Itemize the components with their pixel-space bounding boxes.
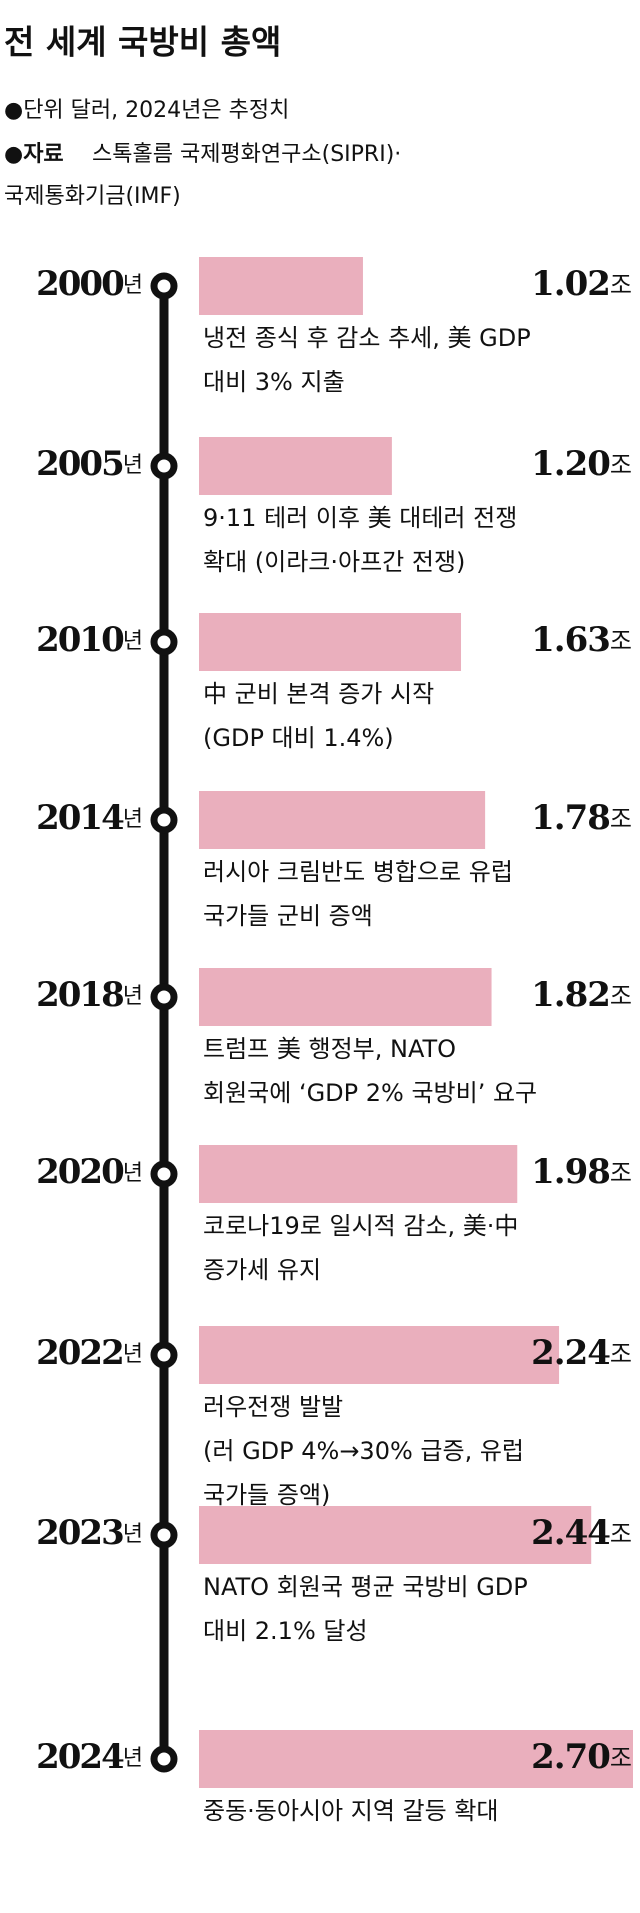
year-label: 2023년 — [36, 1513, 143, 1553]
chart-title: 전 세계 국방비 총액 — [4, 23, 281, 62]
note: 러시아 크림반도 병합으로 유럽 — [203, 858, 513, 886]
year-label: 2014년 — [36, 798, 143, 838]
timeline-dot — [150, 1341, 178, 1369]
timeline-dot — [150, 452, 178, 480]
unit-note: ●단위 달러, 2024년은 추정치 — [4, 98, 289, 123]
note: 9·11 테러 이후 美 대테러 전쟁 — [203, 504, 517, 532]
note: 국가들 증액) — [203, 1481, 330, 1509]
note: 트럼프 美 행정부, NATO — [203, 1035, 456, 1063]
note: 中 군비 본격 증가 시작 — [203, 680, 434, 708]
value-label: 1.20조 — [531, 444, 632, 484]
note: 중동·동아시아 지역 갈등 확대 — [203, 1797, 498, 1825]
value-label: 2.24조 — [531, 1333, 632, 1373]
note: 러우전쟁 발발 — [203, 1393, 343, 1421]
note: (GDP 대비 1.4%) — [203, 724, 394, 752]
year-label: 2000년 — [36, 264, 143, 304]
bar — [199, 1326, 560, 1384]
timeline-dot — [150, 1160, 178, 1188]
note: NATO 회원국 평균 국방비 GDP — [203, 1573, 528, 1601]
note: 국가들 군비 증액 — [203, 902, 373, 930]
year-label: 2024년 — [36, 1737, 143, 1777]
note: 증가세 유지 — [203, 1256, 321, 1284]
note: 확대 (이라크·아프간 전쟁) — [203, 548, 465, 576]
source-line: 스톡홀름 국제평화연구소(SIPRI)· — [92, 142, 401, 167]
bar — [199, 257, 363, 315]
year-label: 2010년 — [36, 620, 143, 660]
year-label: 2005년 — [36, 444, 143, 484]
bar — [199, 968, 492, 1026]
bar — [199, 437, 392, 495]
bar — [199, 791, 486, 849]
timeline-dot — [150, 1745, 178, 1773]
value-label: 1.98조 — [531, 1152, 632, 1192]
timeline-dot — [150, 628, 178, 656]
year-label: 2022년 — [36, 1333, 143, 1373]
bar — [199, 1506, 592, 1564]
note: (러 GDP 4%→30% 급증, 유럽 — [203, 1437, 524, 1465]
timeline-dot — [150, 806, 178, 834]
value-label: 1.78조 — [531, 798, 632, 838]
timeline-dot — [150, 1521, 178, 1549]
timeline-dot — [150, 983, 178, 1011]
note: 냉전 종식 후 감소 추세, 美 GDP — [203, 324, 531, 352]
timeline-dot — [150, 272, 178, 300]
note: 회원국에 ‘GDP 2% 국방비’ 요구 — [203, 1079, 537, 1107]
value-label: 1.02조 — [531, 264, 632, 304]
bar — [199, 613, 462, 671]
year-label: 2020년 — [36, 1152, 143, 1192]
bar — [199, 1730, 633, 1788]
value-label: 2.70조 — [531, 1737, 632, 1777]
note: 코로나19로 일시적 감소, 美·中 — [203, 1212, 518, 1240]
source-label: ●자료 — [4, 142, 64, 167]
source-line: 국제통화기금(IMF) — [4, 184, 181, 209]
note: 대비 3% 지출 — [203, 368, 345, 396]
bar — [199, 1145, 518, 1203]
year-label: 2018년 — [36, 975, 143, 1015]
value-label: 1.82조 — [531, 975, 632, 1015]
value-label: 1.63조 — [531, 620, 632, 660]
note: 대비 2.1% 달성 — [203, 1617, 368, 1645]
value-label: 2.44조 — [531, 1513, 632, 1553]
